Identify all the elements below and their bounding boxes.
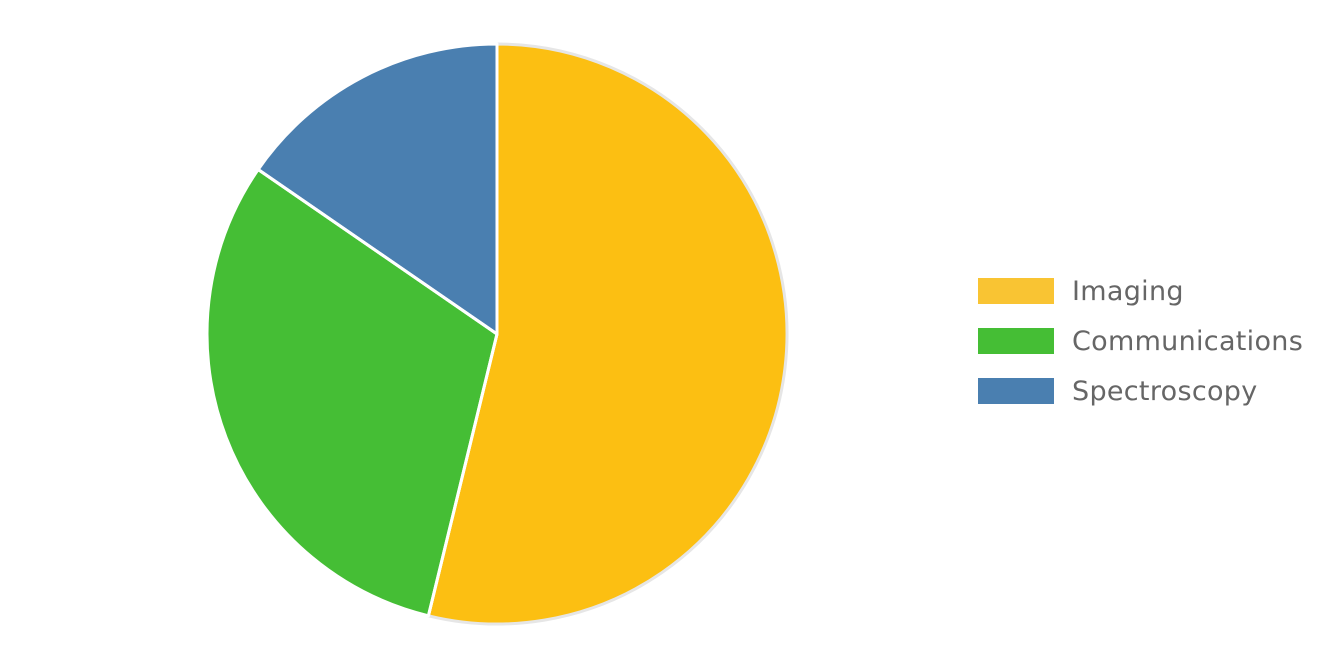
pie-slice-imaging[interactable] — [426, 42, 789, 626]
pie-slice-communications[interactable] — [205, 167, 499, 618]
legend-label: Communications — [1072, 325, 1304, 357]
legend: Imaging Communications Spectroscopy — [978, 266, 1303, 416]
legend-label: Imaging — [1072, 275, 1184, 307]
pie-slice-spectroscopy[interactable] — [256, 42, 499, 336]
legend-item-spectroscopy[interactable]: Spectroscopy — [978, 366, 1303, 416]
slice-separator — [257, 168, 498, 336]
legend-swatch — [978, 378, 1054, 404]
legend-item-communications[interactable]: Communications — [978, 316, 1303, 366]
legend-swatch — [978, 278, 1054, 304]
legend-item-imaging[interactable]: Imaging — [978, 266, 1303, 316]
legend-label: Spectroscopy — [1072, 375, 1258, 407]
legend-swatch — [978, 328, 1054, 354]
slice-separator — [426, 333, 499, 617]
